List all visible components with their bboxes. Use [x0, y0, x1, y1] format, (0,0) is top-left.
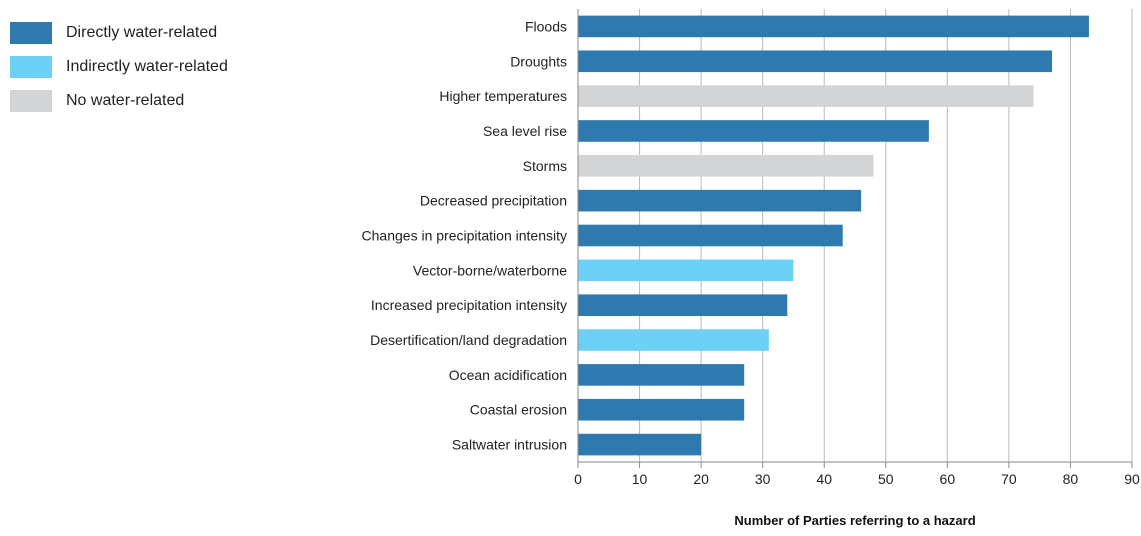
- bar: [578, 189, 862, 212]
- bar: [578, 15, 1089, 38]
- x-tick-label: 80: [1063, 471, 1079, 487]
- bar: [578, 224, 843, 247]
- legend-swatch-direct: [10, 22, 52, 44]
- y-tick-label: Changes in precipitation intensity: [362, 228, 567, 244]
- legend: Directly water-related Indirectly water-…: [10, 16, 228, 118]
- x-axis-title: Number of Parties referring to a hazard: [734, 513, 976, 528]
- y-tick-label: Floods: [525, 18, 567, 34]
- x-tick-label: 50: [878, 471, 894, 487]
- x-tick-label: 90: [1124, 471, 1140, 487]
- y-tick-label: Vector-borne/waterborne: [413, 262, 567, 278]
- legend-label-direct: Directly water-related: [66, 24, 218, 41]
- y-tick-label: Sea level rise: [483, 123, 567, 139]
- bar: [578, 120, 929, 142]
- y-tick-label: Droughts: [510, 53, 567, 69]
- bar: [578, 85, 1034, 107]
- y-tick-label: Ocean acidification: [449, 367, 567, 383]
- bar: [578, 155, 874, 177]
- bar: [578, 50, 1052, 73]
- legend-item-indirect: Indirectly water-related: [10, 50, 228, 84]
- y-tick-label: Increased precipitation intensity: [371, 297, 567, 313]
- legend-swatch-none: [10, 90, 52, 112]
- y-tick-label: Decreased precipitation: [420, 193, 567, 209]
- legend-label-none: No water-related: [66, 92, 185, 109]
- bar: [578, 433, 702, 456]
- x-tick-label: 0: [574, 471, 582, 487]
- bar: [578, 398, 745, 421]
- bar: [578, 294, 788, 316]
- x-tick-label: 30: [755, 471, 771, 487]
- y-tick-label: Higher temperatures: [439, 88, 567, 104]
- legend-swatch-indirect: [10, 56, 52, 78]
- bar: [578, 259, 794, 282]
- x-tick-label: 60: [940, 471, 956, 487]
- y-tick-label: Coastal erosion: [470, 402, 567, 418]
- y-tick-label: Desertification/land degradation: [370, 332, 567, 348]
- y-tick-label: Saltwater intrusion: [452, 437, 567, 453]
- legend-item-direct: Directly water-related: [10, 16, 228, 50]
- y-tick-label: Storms: [523, 158, 567, 174]
- x-tick-label: 40: [816, 471, 832, 487]
- legend-label-indirect: Indirectly water-related: [66, 58, 228, 75]
- legend-item-none: No water-related: [10, 84, 228, 118]
- bar: [578, 329, 769, 351]
- x-tick-label: 20: [693, 471, 709, 487]
- x-tick-label: 70: [1001, 471, 1017, 487]
- x-tick-label: 10: [632, 471, 648, 487]
- bar: [578, 364, 745, 386]
